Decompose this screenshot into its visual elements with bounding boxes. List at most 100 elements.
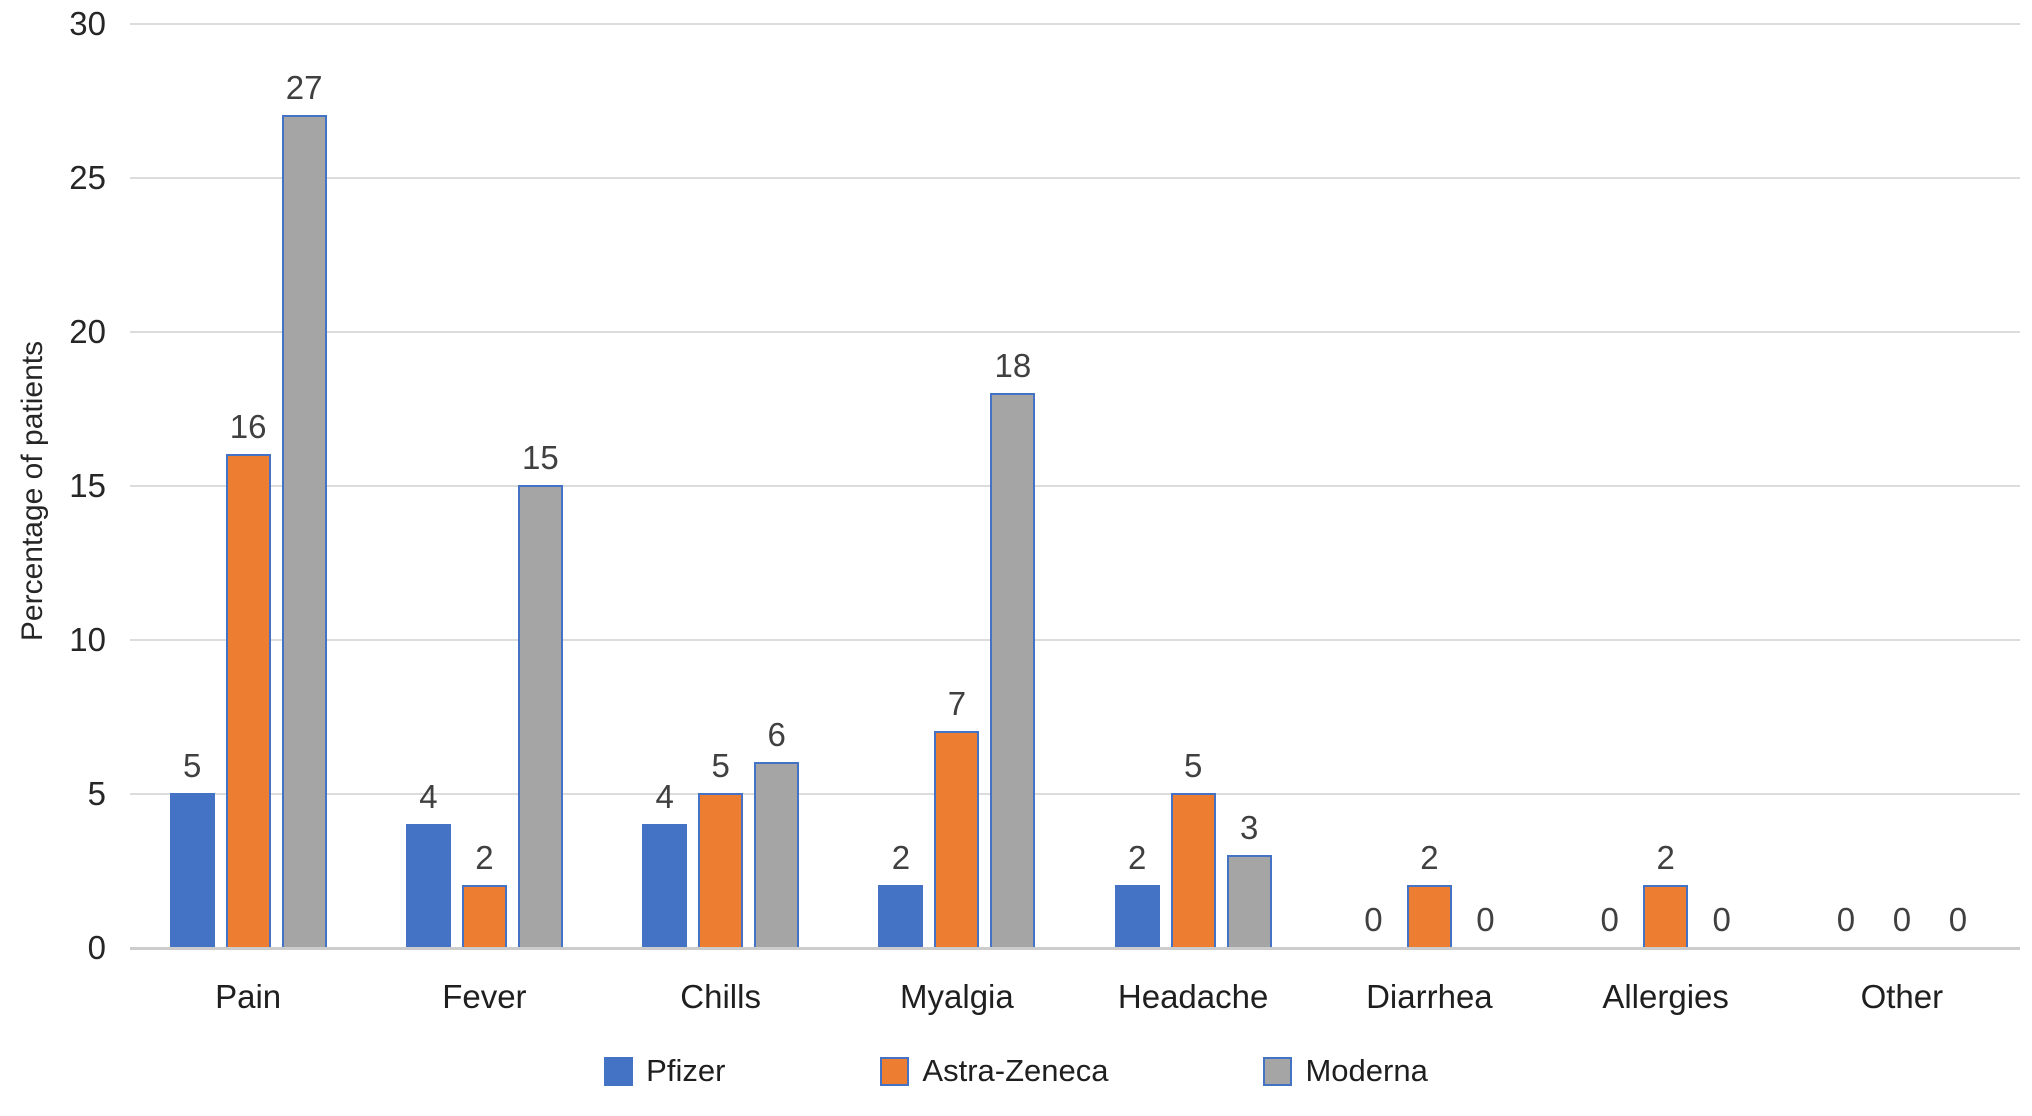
category-label: Diarrhea — [1366, 978, 1493, 1015]
category-label: Headache — [1117, 978, 1269, 1015]
bar-value-label: 27 — [285, 69, 323, 106]
bar-value-label: 5 — [182, 747, 202, 784]
bar-astra-zeneca — [1170, 793, 1216, 947]
y-tick-label: 5 — [87, 775, 106, 812]
bar-cell: 2 — [1114, 839, 1160, 947]
gridline — [130, 23, 2020, 25]
bar-value-label: 4 — [655, 778, 674, 815]
bar-cell: 15 — [517, 439, 563, 947]
bar-value-label: 2 — [1420, 839, 1439, 876]
bar-cell: 3 — [1226, 809, 1272, 947]
bar-astra-zeneca — [934, 731, 980, 947]
bar-astra-zeneca — [698, 793, 744, 947]
bar-astra-zeneca — [225, 454, 271, 947]
bar-value-label: 0 — [1712, 901, 1731, 938]
bar-value-label: 2 — [891, 839, 911, 876]
bar-cell: 5 — [698, 747, 744, 947]
category-label: Other — [1860, 978, 1944, 1015]
category-label: Pain — [215, 978, 282, 1015]
y-tick-label: 10 — [69, 621, 106, 658]
bar-astra-zeneca — [461, 885, 507, 947]
bar-pfizer — [1114, 885, 1160, 947]
bar-cell: 2 — [1643, 839, 1689, 947]
bar-cell: 4 — [405, 778, 451, 947]
y-tick-label: 30 — [69, 5, 106, 42]
bar-cell: 5 — [169, 747, 215, 947]
legend-item-pfizer: Pfizer — [604, 1053, 725, 1089]
bar-moderna — [281, 115, 327, 947]
bar-moderna — [990, 393, 1036, 947]
y-tick-label: 0 — [87, 929, 106, 966]
bar-cell: 18 — [990, 347, 1036, 947]
y-tick-label: 15 — [69, 467, 106, 504]
bar-cell: 27 — [281, 69, 327, 947]
bar-cell: 0 — [1935, 902, 1980, 947]
bar-value-label: 5 — [1183, 747, 1203, 784]
legend-label: Pfizer — [646, 1053, 726, 1088]
bar-cell: 6 — [754, 717, 800, 947]
x-axis-line — [130, 947, 2020, 950]
bar-cell: 0 — [1699, 902, 1744, 947]
bar-value-label: 2 — [475, 839, 494, 876]
bar-pfizer — [405, 824, 451, 947]
bar-cell: 2 — [878, 839, 924, 947]
legend-item-astra-zeneca: Astra-Zeneca — [880, 1053, 1108, 1089]
bar-moderna — [754, 762, 800, 947]
bar-cell: 2 — [461, 839, 507, 947]
bar-group: 4 2 15 — [405, 439, 563, 947]
gridline — [130, 177, 2020, 179]
bar-value-label: 16 — [229, 408, 267, 445]
bar-cell: 0 — [1587, 902, 1632, 947]
plot-area: 5 16 27 4 2 15 4 5 6 2 7 18 2 5 3 0 2 0 0 2 0 0 0 0 — [130, 23, 2020, 950]
bar-value-label: 0 — [1364, 901, 1383, 938]
bar-pfizer — [169, 793, 215, 947]
gridline — [130, 793, 2020, 795]
bar-moderna — [517, 485, 563, 947]
bar-pfizer — [878, 885, 924, 947]
bar-value-label: 0 — [1476, 901, 1495, 938]
bar-value-label: 3 — [1239, 809, 1259, 846]
legend-label: Astra-Zeneca — [922, 1053, 1109, 1088]
legend-item-moderna: Moderna — [1263, 1053, 1428, 1089]
bar-astra-zeneca — [1643, 885, 1689, 947]
legend: Pfizer Astra-Zeneca Moderna — [0, 1048, 2032, 1094]
bar-group: 2 7 18 — [878, 347, 1036, 947]
bar-cell: 7 — [934, 685, 980, 947]
bar-value-label: 0 — [1948, 901, 1968, 938]
legend-swatch-icon — [880, 1056, 910, 1086]
bar-value-label: 0 — [1836, 901, 1856, 938]
bar-cell: 0 — [1463, 902, 1508, 947]
category-label: Allergies — [1602, 978, 1729, 1015]
bar-pfizer — [642, 824, 688, 947]
bar-value-label: 0 — [1600, 901, 1619, 938]
legend-swatch-icon — [604, 1056, 634, 1086]
legend-label: Moderna — [1305, 1053, 1428, 1088]
bar-value-label: 15 — [522, 439, 559, 476]
bar-value-label: 0 — [1892, 901, 1912, 938]
gridline — [130, 331, 2020, 333]
gridline — [130, 485, 2020, 487]
bar-value-label: 7 — [947, 685, 967, 722]
category-label: Fever — [442, 978, 527, 1015]
bar-value-label: 4 — [419, 778, 438, 815]
bar-value-label: 5 — [711, 747, 730, 784]
y-tick-label: 20 — [69, 313, 106, 350]
bar-cell: 0 — [1823, 902, 1868, 947]
bar-moderna — [1226, 855, 1272, 947]
bar-cell: 16 — [225, 408, 271, 947]
bar-value-label: 2 — [1656, 839, 1675, 876]
y-tick-label: 25 — [69, 159, 106, 196]
bar-cell: 5 — [1170, 747, 1216, 947]
bar-group: 5 16 27 — [169, 69, 327, 947]
bar-value-label: 18 — [994, 347, 1032, 384]
category-label: Chills — [680, 978, 761, 1015]
bar-cell: 0 — [1351, 902, 1396, 947]
bar-cell: 2 — [1406, 839, 1452, 947]
bar-value-label: 2 — [1127, 839, 1147, 876]
